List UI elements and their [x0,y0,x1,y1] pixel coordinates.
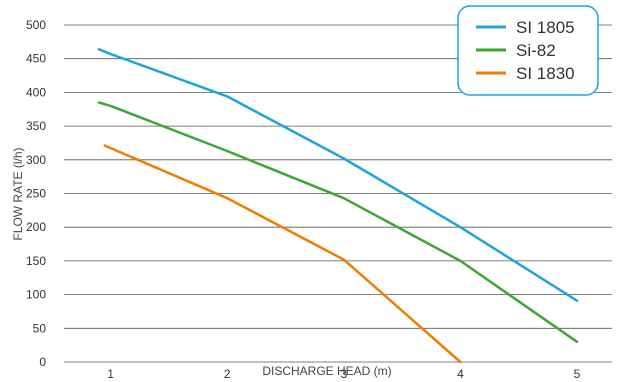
legend-label-si-1805: SI 1805 [516,18,575,37]
legend-label-si-1830: SI 1830 [516,64,575,83]
y-tick-label: 350 [26,119,46,133]
x-tick-label: 5 [574,367,581,381]
y-tick-label: 100 [26,288,46,302]
x-tick-label: 3 [340,367,347,381]
y-tick-label: 150 [26,254,46,268]
y-tick-label: 0 [39,355,46,369]
y-tick-label: 500 [26,18,46,32]
y-tick-label: 450 [26,52,46,66]
x-tick-label: 2 [224,367,231,381]
x-axis-label: DISCHARGE HEAD (m) [262,364,391,378]
y-tick-label: 400 [26,85,46,99]
series-line-si-82 [97,101,579,344]
series-line-si-1830 [103,144,462,364]
x-tick-labels: 1 2 3 4 5 [107,367,580,381]
y-tick-label: 250 [26,187,46,201]
y-tick-label: 300 [26,153,46,167]
x-tick-label: 1 [107,367,114,381]
series-lines [97,48,579,364]
y-tick-label: 200 [26,220,46,234]
y-axis-label: FLOW RATE (l/h) [11,147,25,240]
y-tick-label: 50 [33,321,47,335]
legend: SI 1805 Si-82 SI 1830 [457,5,599,96]
legend-label-si-82: Si-82 [516,41,556,60]
x-tick-label: 4 [457,367,464,381]
series-line-si-1805 [97,48,579,302]
y-tick-labels: 0 50 100 150 200 250 300 350 400 450 500 [26,18,46,369]
